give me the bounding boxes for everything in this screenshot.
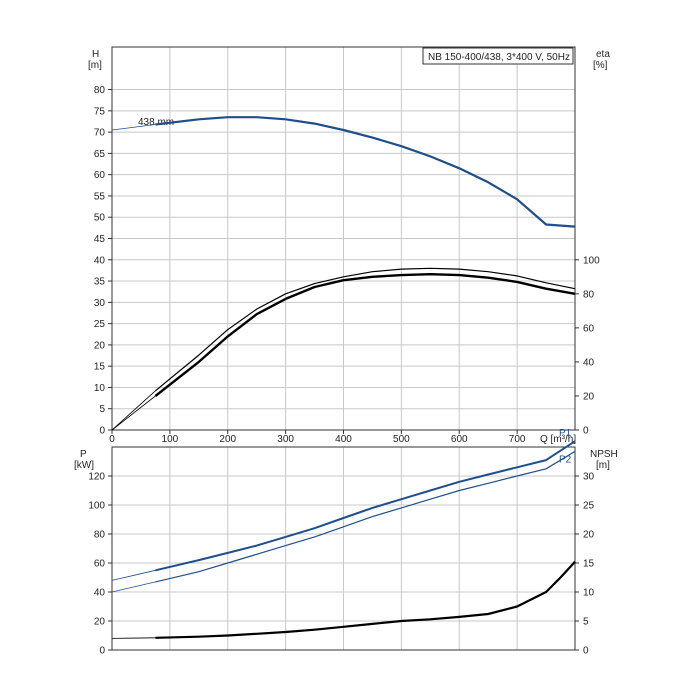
power-p2-curve xyxy=(155,450,576,583)
flow-tick-label: 500 xyxy=(393,434,410,445)
npsh-tick-label: 0 xyxy=(583,646,589,657)
head-tick-label: 25 xyxy=(94,319,106,330)
title-box xyxy=(422,47,574,65)
head-axis-label-line1: H xyxy=(92,49,99,60)
head-tick-label: 55 xyxy=(94,191,106,202)
eta-tick-label: 20 xyxy=(583,391,595,402)
npsh-axis-label-line1: NPSH xyxy=(590,449,618,460)
power-p2-curve-extrapolated xyxy=(111,581,156,593)
head-tick-label: 30 xyxy=(94,298,106,309)
power-tick-label: 80 xyxy=(94,530,106,541)
p2-label: P2 xyxy=(559,454,572,465)
power-tick-label: 120 xyxy=(88,472,105,483)
head-tick-label: 35 xyxy=(94,277,106,288)
head-tick-label: 50 xyxy=(94,213,106,224)
head-tick-label: 65 xyxy=(94,149,106,160)
head-tick-label: 20 xyxy=(94,340,106,351)
eta-tick-label: 40 xyxy=(583,357,595,368)
npsh-axis-label-line2: [m] xyxy=(596,460,610,471)
power-tick-label: 60 xyxy=(94,559,106,570)
head-tick-label: 15 xyxy=(94,362,106,373)
grid-lines xyxy=(112,47,575,650)
power-tick-label: 0 xyxy=(99,646,105,657)
power-p1-curve xyxy=(155,440,576,572)
impeller-annotation: 438 mm xyxy=(138,117,174,128)
efficiency-curve-lower-extrapolated xyxy=(111,395,156,431)
npsh-curve-extrapolated xyxy=(111,637,156,639)
power-axis-label-line1: P xyxy=(80,449,87,460)
flow-tick-label: 700 xyxy=(509,434,526,445)
head-tick-label: 40 xyxy=(94,255,106,266)
efficiency-curve-upper xyxy=(155,267,576,392)
head-tick-label: 75 xyxy=(94,106,106,117)
head-curve-extrapolated xyxy=(111,124,156,131)
flow-tick-label: 400 xyxy=(335,434,352,445)
flow-tick-label: 600 xyxy=(451,434,468,445)
power-tick-label: 20 xyxy=(94,617,106,628)
power-panel-frame xyxy=(111,446,576,651)
eta-tick-label: 0 xyxy=(583,426,589,437)
head-tick-label: 60 xyxy=(94,170,106,181)
power-axis-label-line2: [kW] xyxy=(74,460,94,471)
eta-axis-label-line2: [%] xyxy=(593,60,608,71)
flow-axis-label: Q [m³/h] xyxy=(540,434,576,445)
flow-tick-label: 300 xyxy=(277,434,294,445)
curve-labels: P1 P2 xyxy=(559,428,572,465)
eta-tick-label: 100 xyxy=(583,255,600,266)
efficiency-curve-upper-extrapolated xyxy=(111,390,156,431)
eta-tick-label: 80 xyxy=(583,289,595,300)
npsh-curve xyxy=(155,561,576,639)
power-tick-label: 40 xyxy=(94,588,106,599)
eta-axis-label-line1: eta xyxy=(596,49,610,60)
efficiency-curve-lower xyxy=(154,273,576,397)
npsh-tick-label: 25 xyxy=(583,501,595,512)
head-tick-label: 80 xyxy=(94,85,106,96)
npsh-tick-label: 20 xyxy=(583,530,595,541)
head-curve xyxy=(155,116,576,228)
power-p1-curve-extrapolated xyxy=(111,569,156,581)
curves xyxy=(111,116,576,639)
power-tick-label: 100 xyxy=(88,501,105,512)
flow-tick-label: 200 xyxy=(219,434,236,445)
npsh-tick-label: 30 xyxy=(583,472,595,483)
p1-label: P1 xyxy=(559,428,572,439)
head-tick-label: 5 xyxy=(99,404,105,415)
head-axis-label-line2: [m] xyxy=(88,60,102,71)
npsh-tick-label: 5 xyxy=(583,617,589,628)
flow-tick-label: 100 xyxy=(162,434,179,445)
head-tick-label: 70 xyxy=(94,128,106,139)
npsh-tick-label: 15 xyxy=(583,559,595,570)
head-tick-label: 0 xyxy=(99,426,105,437)
head-tick-label: 10 xyxy=(94,383,106,394)
chart-title: NB 150-400/438, 3*400 V, 50Hz xyxy=(428,52,570,63)
flow-tick-label: 0 xyxy=(109,434,115,445)
head-tick-label: 45 xyxy=(94,234,106,245)
axis-ticks: 0510152025303540455055606570758002040608… xyxy=(88,85,600,656)
eta-tick-label: 60 xyxy=(583,323,595,334)
npsh-tick-label: 10 xyxy=(583,588,595,599)
